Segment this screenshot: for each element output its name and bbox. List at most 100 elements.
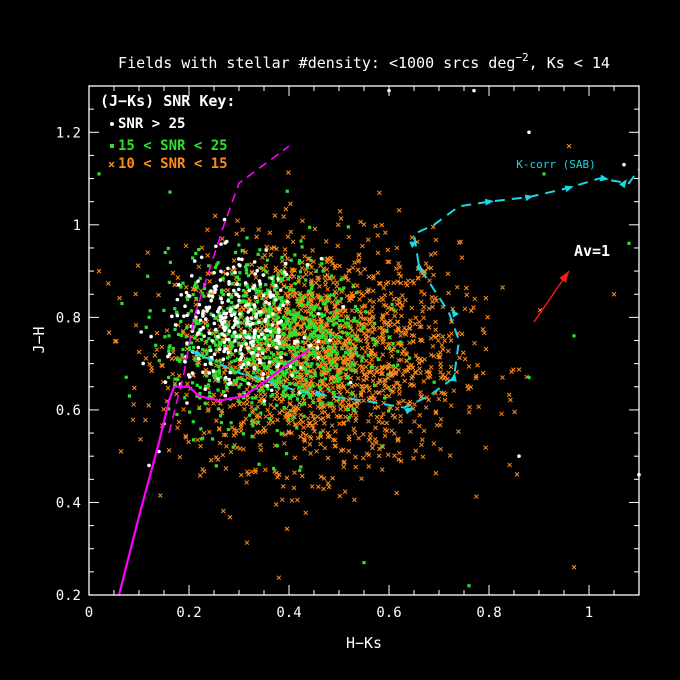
point-snr-15-25 (355, 307, 360, 312)
y-tick-label: 1 (73, 218, 81, 234)
point-snr-10-15 (361, 331, 367, 337)
point-snr-10-15 (321, 476, 327, 481)
point-snr-10-15 (346, 448, 352, 454)
point-snr-15-25 (408, 356, 412, 360)
point-snr-gt-25 (231, 325, 235, 330)
point-snr-15-25 (256, 318, 260, 323)
point-snr-gt-25 (199, 255, 204, 260)
point-snr-15-25 (186, 297, 190, 302)
point-snr-15-25 (246, 263, 250, 267)
data-points (96, 88, 641, 588)
point-snr-15-25 (175, 311, 179, 315)
point-snr-gt-25 (270, 276, 274, 281)
point-snr-gt-25 (237, 294, 241, 299)
point-snr-15-25 (356, 354, 360, 358)
point-snr-10-15 (307, 262, 313, 268)
point-snr-15-25 (256, 337, 260, 341)
point-snr-15-25 (272, 466, 276, 470)
point-snr-gt-25 (239, 355, 244, 360)
point-snr-10-15 (371, 273, 376, 279)
point-snr-10-15 (314, 321, 320, 327)
point-snr-gt-25 (255, 353, 260, 358)
point-snr-10-15 (372, 327, 377, 332)
point-snr-10-15 (416, 319, 422, 325)
point-snr-15-25 (264, 269, 268, 273)
point-snr-15-25 (288, 363, 292, 367)
point-snr-15-25 (266, 319, 270, 323)
point-snr-gt-25 (203, 387, 208, 391)
point-snr-15-25 (244, 265, 248, 269)
point-snr-10-15 (367, 435, 373, 441)
point-snr-10-15 (325, 256, 331, 261)
point-snr-15-25 (299, 403, 303, 407)
point-snr-gt-25 (220, 332, 225, 336)
point-snr-15-25 (275, 429, 279, 433)
point-snr-15-25 (293, 359, 297, 364)
point-snr-15-25 (230, 382, 234, 387)
point-snr-10-15 (442, 338, 448, 344)
point-snr-gt-25 (253, 329, 258, 333)
point-snr-gt-25 (256, 334, 261, 339)
point-snr-10-15 (398, 419, 403, 424)
point-snr-10-15 (366, 334, 371, 340)
point-snr-10-15 (242, 406, 247, 412)
point-snr-10-15 (398, 413, 403, 419)
point-snr-10-15 (335, 222, 341, 228)
point-snr-15-25 (346, 352, 351, 356)
point-snr-15-25 (328, 345, 333, 349)
point-snr-10-15 (268, 252, 274, 258)
point-snr-15-25 (309, 304, 313, 309)
point-snr-15-25 (347, 341, 351, 345)
point-snr-15-25 (280, 255, 284, 260)
point-snr-10-15 (433, 295, 438, 301)
point-snr-15-25 (312, 325, 316, 330)
point-snr-10-15 (369, 348, 374, 354)
point-snr-15-25 (391, 364, 395, 368)
point-snr-10-15 (325, 286, 331, 292)
point-snr-15-25 (279, 303, 283, 307)
point-snr-15-25 (388, 388, 393, 392)
point-snr-15-25 (267, 276, 272, 280)
point-snr-10-15 (402, 368, 407, 374)
point-snr-gt-25 (183, 304, 187, 308)
point-snr-15-25 (345, 332, 350, 336)
point-snr-10-15 (175, 425, 180, 431)
point-snr-10-15 (436, 396, 442, 402)
point-snr-15-25 (167, 346, 171, 350)
point-snr-gt-25 (283, 261, 288, 266)
point-snr-15-25 (284, 299, 288, 303)
point-snr-15-25 (293, 352, 297, 356)
point-snr-10-15 (507, 462, 512, 468)
point-snr-10-15 (154, 347, 160, 352)
point-snr-10-15 (381, 302, 387, 308)
point-snr-10-15 (272, 396, 278, 402)
point-snr-gt-25 (233, 270, 237, 275)
point-snr-15-25 (319, 312, 324, 316)
point-snr-10-15 (393, 380, 399, 386)
point-snr-10-15 (298, 307, 304, 313)
point-snr-15-25 (355, 339, 359, 343)
point-snr-10-15 (433, 470, 439, 476)
point-snr-15-25 (225, 322, 229, 327)
point-snr-15-25 (233, 336, 237, 340)
point-snr-10-15 (181, 407, 186, 412)
point-snr-15-25 (261, 389, 266, 393)
point-snr-10-15 (275, 270, 281, 276)
point-snr-10-15 (330, 299, 335, 305)
point-snr-15-25 (173, 327, 177, 332)
point-snr-15-25 (296, 350, 300, 354)
point-snr-10-15 (373, 425, 378, 431)
x-tick-label: 0 (85, 605, 93, 621)
point-snr-10-15 (431, 272, 436, 278)
point-snr-10-15 (388, 318, 393, 324)
point-snr-10-15 (392, 313, 397, 319)
point-snr-10-15 (224, 443, 229, 449)
point-snr-15-25 (258, 329, 262, 333)
point-snr-10-15 (207, 279, 212, 284)
point-snr-15-25 (350, 369, 354, 373)
point-snr-10-15 (372, 351, 378, 357)
point-snr-15-25 (265, 258, 270, 262)
point-snr-gt-25 (257, 346, 261, 351)
point-snr-15-25 (287, 418, 291, 422)
point-snr-15-25 (243, 359, 247, 363)
